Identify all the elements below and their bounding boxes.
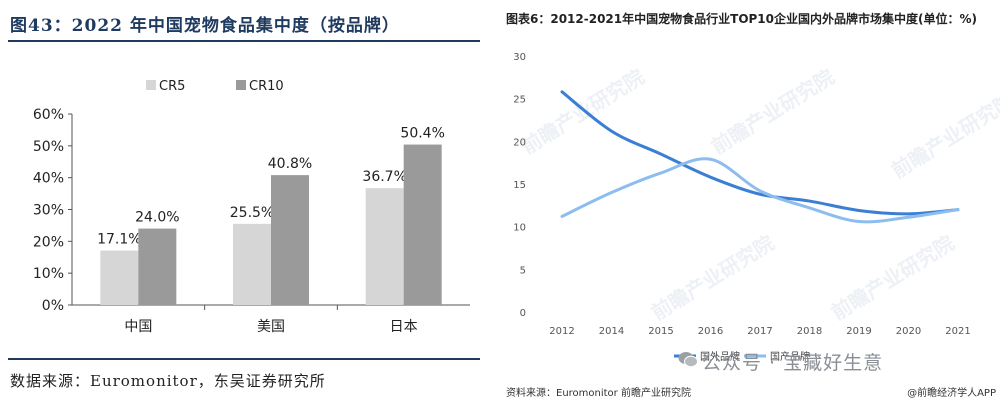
x-tick-label: 中国 [124,319,152,335]
x-tick-label: 2021 [945,326,970,337]
series-line-foreign [560,90,960,216]
y-tick-label: 50% [33,139,64,155]
legend-label: 国外品牌 [700,350,740,363]
legend-swatch [146,80,156,90]
x-tick-label: 美国 [257,319,285,335]
bar-cr5 [365,188,404,305]
wechat-overlay-text: 公众号 · 宝藏好生意 [702,352,884,374]
right-panel: 图表6：2012-2021年中国宠物食品行业TOP10企业国内外品牌市场集中度(… [492,0,1000,404]
bar-cr10 [138,228,177,305]
data-label: 36.7% [362,169,406,185]
data-label: 25.5% [230,205,274,221]
left-top-rule [8,40,480,42]
left-chart-title: 图43：2022 年中国宠物食品集中度（按品牌） [10,16,400,36]
x-tick-label: 2015 [648,326,673,337]
legend-label: CR10 [249,79,284,94]
y-tick-label: 25 [513,95,526,106]
y-tick-label: 0 [520,308,526,319]
data-label: 17.1% [97,232,141,248]
bar-cr10 [271,175,309,305]
y-tick-label: 60% [33,107,64,123]
data-label: 40.8% [268,156,312,172]
y-tick-label: 10 [513,223,526,234]
bar-cr5 [100,250,139,305]
wechat-icon [678,352,698,368]
data-label: 24.0% [135,210,179,226]
x-tick-label: 2012 [549,326,574,337]
x-tick-label: 2018 [797,326,822,337]
legend-label: CR5 [159,79,185,94]
right-credit: @前瞻经济学人APP [907,388,996,399]
left-bottom-rule [8,358,480,360]
x-tick-label: 2019 [846,326,871,337]
left-panel: 图43：2022 年中国宠物食品集中度（按品牌） 0% 10% 20% 30% 40% 5… [0,0,486,404]
x-tick-label: 2017 [747,326,772,337]
y-tick-label: 30 [513,52,526,63]
y-tick-label: 20 [513,137,526,148]
y-tick-label: 30% [33,203,64,219]
y-tick-label: 10% [33,266,64,282]
right-source-note: 资料来源：Euromonitor 前瞻产业研究院 [506,388,691,399]
legend-swatch [236,80,246,90]
series-line-domestic [560,157,960,224]
left-source-note: 数据来源：Euromonitor，东吴证券研究所 [10,372,326,390]
bar-chart: 0% 10% 20% 30% 40% 50% 60% 中国 17.1% 24.0% 美国 25.5% 4… [33,79,470,335]
y-tick-label: 15 [513,180,526,191]
bar-cr10 [403,144,442,305]
y-tick-label: 40% [33,171,64,187]
data-label: 50.4% [400,126,444,142]
y-tick-label: 0% [42,298,64,314]
x-tick-label: 2014 [599,326,624,337]
y-tick-label: 20% [33,234,64,250]
y-tick-label: 5 [520,265,526,276]
line-chart: 0 5 10 15 20 25 30 2012 2014 2015 2016 2017 2018 2019… [513,52,970,363]
legend-label: 国产品牌 [770,350,810,363]
bar-cr5 [233,223,271,305]
x-tick-label: 2020 [896,326,921,337]
x-tick-label: 日本 [390,319,418,335]
right-chart-title: 图表6：2012-2021年中国宠物食品行业TOP10企业国内外品牌市场集中度(… [506,12,978,26]
x-tick-label: 2016 [698,326,723,337]
